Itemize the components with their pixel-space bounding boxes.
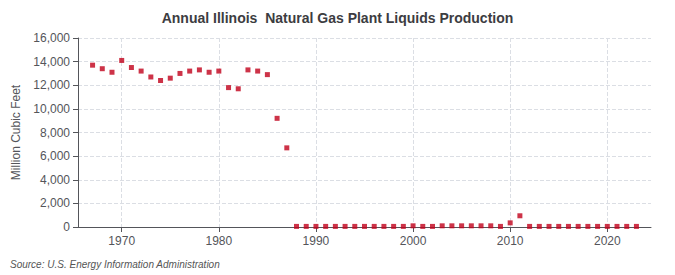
svg-text:0: 0 bbox=[63, 220, 70, 234]
svg-text:8,000: 8,000 bbox=[40, 126, 70, 140]
svg-text:2010: 2010 bbox=[497, 234, 524, 248]
svg-text:2000: 2000 bbox=[400, 234, 427, 248]
svg-text:Annual Illinois Natural Gas P: Annual Illinois Natural Gas Plant Liquid… bbox=[162, 10, 514, 26]
svg-text:2,000: 2,000 bbox=[40, 196, 70, 210]
svg-text:12,000: 12,000 bbox=[33, 78, 70, 92]
svg-text:1990: 1990 bbox=[303, 234, 330, 248]
svg-text:1980: 1980 bbox=[205, 234, 232, 248]
svg-text:Source: U.S. Energy Informatio: Source: U.S. Energy Information Administ… bbox=[10, 259, 220, 270]
svg-text:14,000: 14,000 bbox=[33, 55, 70, 69]
svg-text:10,000: 10,000 bbox=[33, 102, 70, 116]
svg-text:6,000: 6,000 bbox=[40, 149, 70, 163]
svg-text:1970: 1970 bbox=[108, 234, 135, 248]
svg-text:16,000: 16,000 bbox=[33, 31, 70, 45]
svg-text:Million Cubic Feet: Million Cubic Feet bbox=[9, 84, 23, 180]
svg-text:2020: 2020 bbox=[594, 234, 621, 248]
svg-text:4,000: 4,000 bbox=[40, 173, 70, 187]
